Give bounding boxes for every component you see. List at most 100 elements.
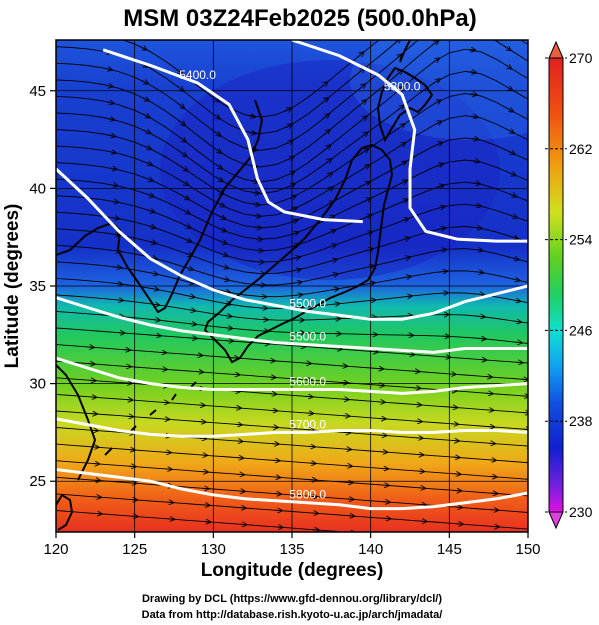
wind-arrow <box>187 282 193 284</box>
wind-arrow <box>402 238 409 240</box>
wind-arrow <box>221 266 228 268</box>
streamline <box>56 344 528 381</box>
wind-arrow <box>394 54 401 61</box>
streamline <box>56 203 528 263</box>
wind-arrow <box>286 141 292 144</box>
wind-arrow <box>249 133 256 134</box>
wind-arrow <box>512 258 518 260</box>
wind-arrow <box>434 100 440 103</box>
wind-arrow <box>357 52 363 58</box>
x-tick-label: 120 <box>43 541 68 558</box>
colorbar: 270 262 254 246 238 230 <box>545 40 593 530</box>
wind-arrow <box>189 324 196 325</box>
wind-arrow <box>295 282 301 283</box>
wind-arrow <box>295 295 302 296</box>
wind-arrow <box>326 187 333 191</box>
wind-arrow <box>393 40 400 45</box>
wind-arrow <box>215 165 222 169</box>
streamline <box>56 226 528 275</box>
wind-arrow <box>331 274 337 275</box>
wind-arrow <box>143 114 149 117</box>
wind-arrow <box>508 151 514 154</box>
y-tick-label: 30 <box>29 376 46 393</box>
wind-arrow <box>432 58 439 62</box>
y-axis-ticks: 25 30 35 40 45 <box>29 83 56 490</box>
wind-arrow <box>176 85 183 91</box>
wind-arrow <box>437 185 444 187</box>
wind-arrow <box>223 291 230 292</box>
wind-arrow <box>220 241 226 243</box>
wind-arrow <box>473 183 480 184</box>
china-coast <box>56 364 97 481</box>
ryukyu-islands <box>104 381 197 456</box>
contour-line-5800 <box>56 468 528 511</box>
wind-arrow <box>188 310 195 311</box>
wind-arrow <box>513 300 520 301</box>
plot-area: 5400.0 5300.0 5500.0 5500.0 5600.0 5700.0 5800… <box>55 12 529 533</box>
x-tick-label: 135 <box>279 541 304 558</box>
wind-arrow <box>397 124 404 129</box>
wind-arrow <box>332 304 339 305</box>
wind-arrow <box>365 232 372 234</box>
x-tick-label: 140 <box>358 541 383 558</box>
x-tick-label: 150 <box>515 541 540 558</box>
wind-arrow <box>217 203 224 206</box>
credit-drawing: Drawing by DCL (https://www.gfd-dennou.o… <box>142 593 442 605</box>
wind-arrow <box>431 41 438 45</box>
x-tick-label: 125 <box>122 541 147 558</box>
y-tick-label: 25 <box>29 473 46 490</box>
contour-label: 5500.0 <box>289 330 326 344</box>
wind-arrow <box>139 47 146 50</box>
y-tick-label: 35 <box>29 278 46 295</box>
contour-label: 5500.0 <box>289 296 326 310</box>
wind-arrow <box>251 181 258 182</box>
wind-arrow <box>368 283 374 284</box>
japan-main-islands-coast <box>203 143 394 364</box>
wind-arrow <box>147 210 154 212</box>
wind-arrow <box>398 143 405 147</box>
wind-arrow <box>176 68 182 74</box>
x-tick-label: 145 <box>437 541 462 558</box>
wind-arrow <box>440 271 447 272</box>
wind-arrow <box>180 151 186 157</box>
wind-arrow <box>362 165 369 169</box>
wind-arrow <box>433 79 440 83</box>
wind-arrow <box>108 135 115 136</box>
wind-arrow <box>149 242 156 244</box>
map-title: MSM 03Z24Feb2025 (500.0hPa) <box>123 5 477 32</box>
wind-arrow <box>106 85 112 86</box>
wind-arrow <box>468 49 475 50</box>
contour-label: 5800.0 <box>289 488 326 502</box>
wind-arrow <box>184 225 190 228</box>
wind-arrow <box>503 12 509 16</box>
wind-arrow <box>477 294 484 295</box>
wind-arrow <box>214 149 221 153</box>
contour-line-5600 <box>56 356 528 395</box>
wind-arrow <box>289 196 296 199</box>
wind-arrow <box>287 157 293 160</box>
wind-arrow <box>472 138 478 139</box>
contour-label: 5700.0 <box>289 417 326 431</box>
wind-arrow <box>434 121 441 124</box>
wind-arrow <box>507 130 514 133</box>
wind-arrow <box>364 215 371 218</box>
wind-arrow <box>401 199 407 202</box>
wind-arrow <box>180 167 187 171</box>
wind-arrow <box>177 102 184 108</box>
colorbar-tick-label: 262 <box>569 141 593 157</box>
wind-arrow <box>112 218 119 219</box>
wind-arrow <box>225 328 232 329</box>
wind-arrow <box>287 172 294 175</box>
colorbar-tick-label: 270 <box>569 50 593 66</box>
wind-arrow <box>360 132 367 138</box>
streamline <box>56 393 528 430</box>
contour-line-5500 <box>56 167 528 321</box>
wind-arrow <box>469 72 476 73</box>
contour-label: 5300.0 <box>384 80 421 94</box>
wind-arrow <box>323 145 330 151</box>
streamline <box>56 261 528 298</box>
wind-arrow <box>179 136 186 142</box>
wind-arrow <box>218 216 225 219</box>
wind-arrow <box>508 173 515 176</box>
